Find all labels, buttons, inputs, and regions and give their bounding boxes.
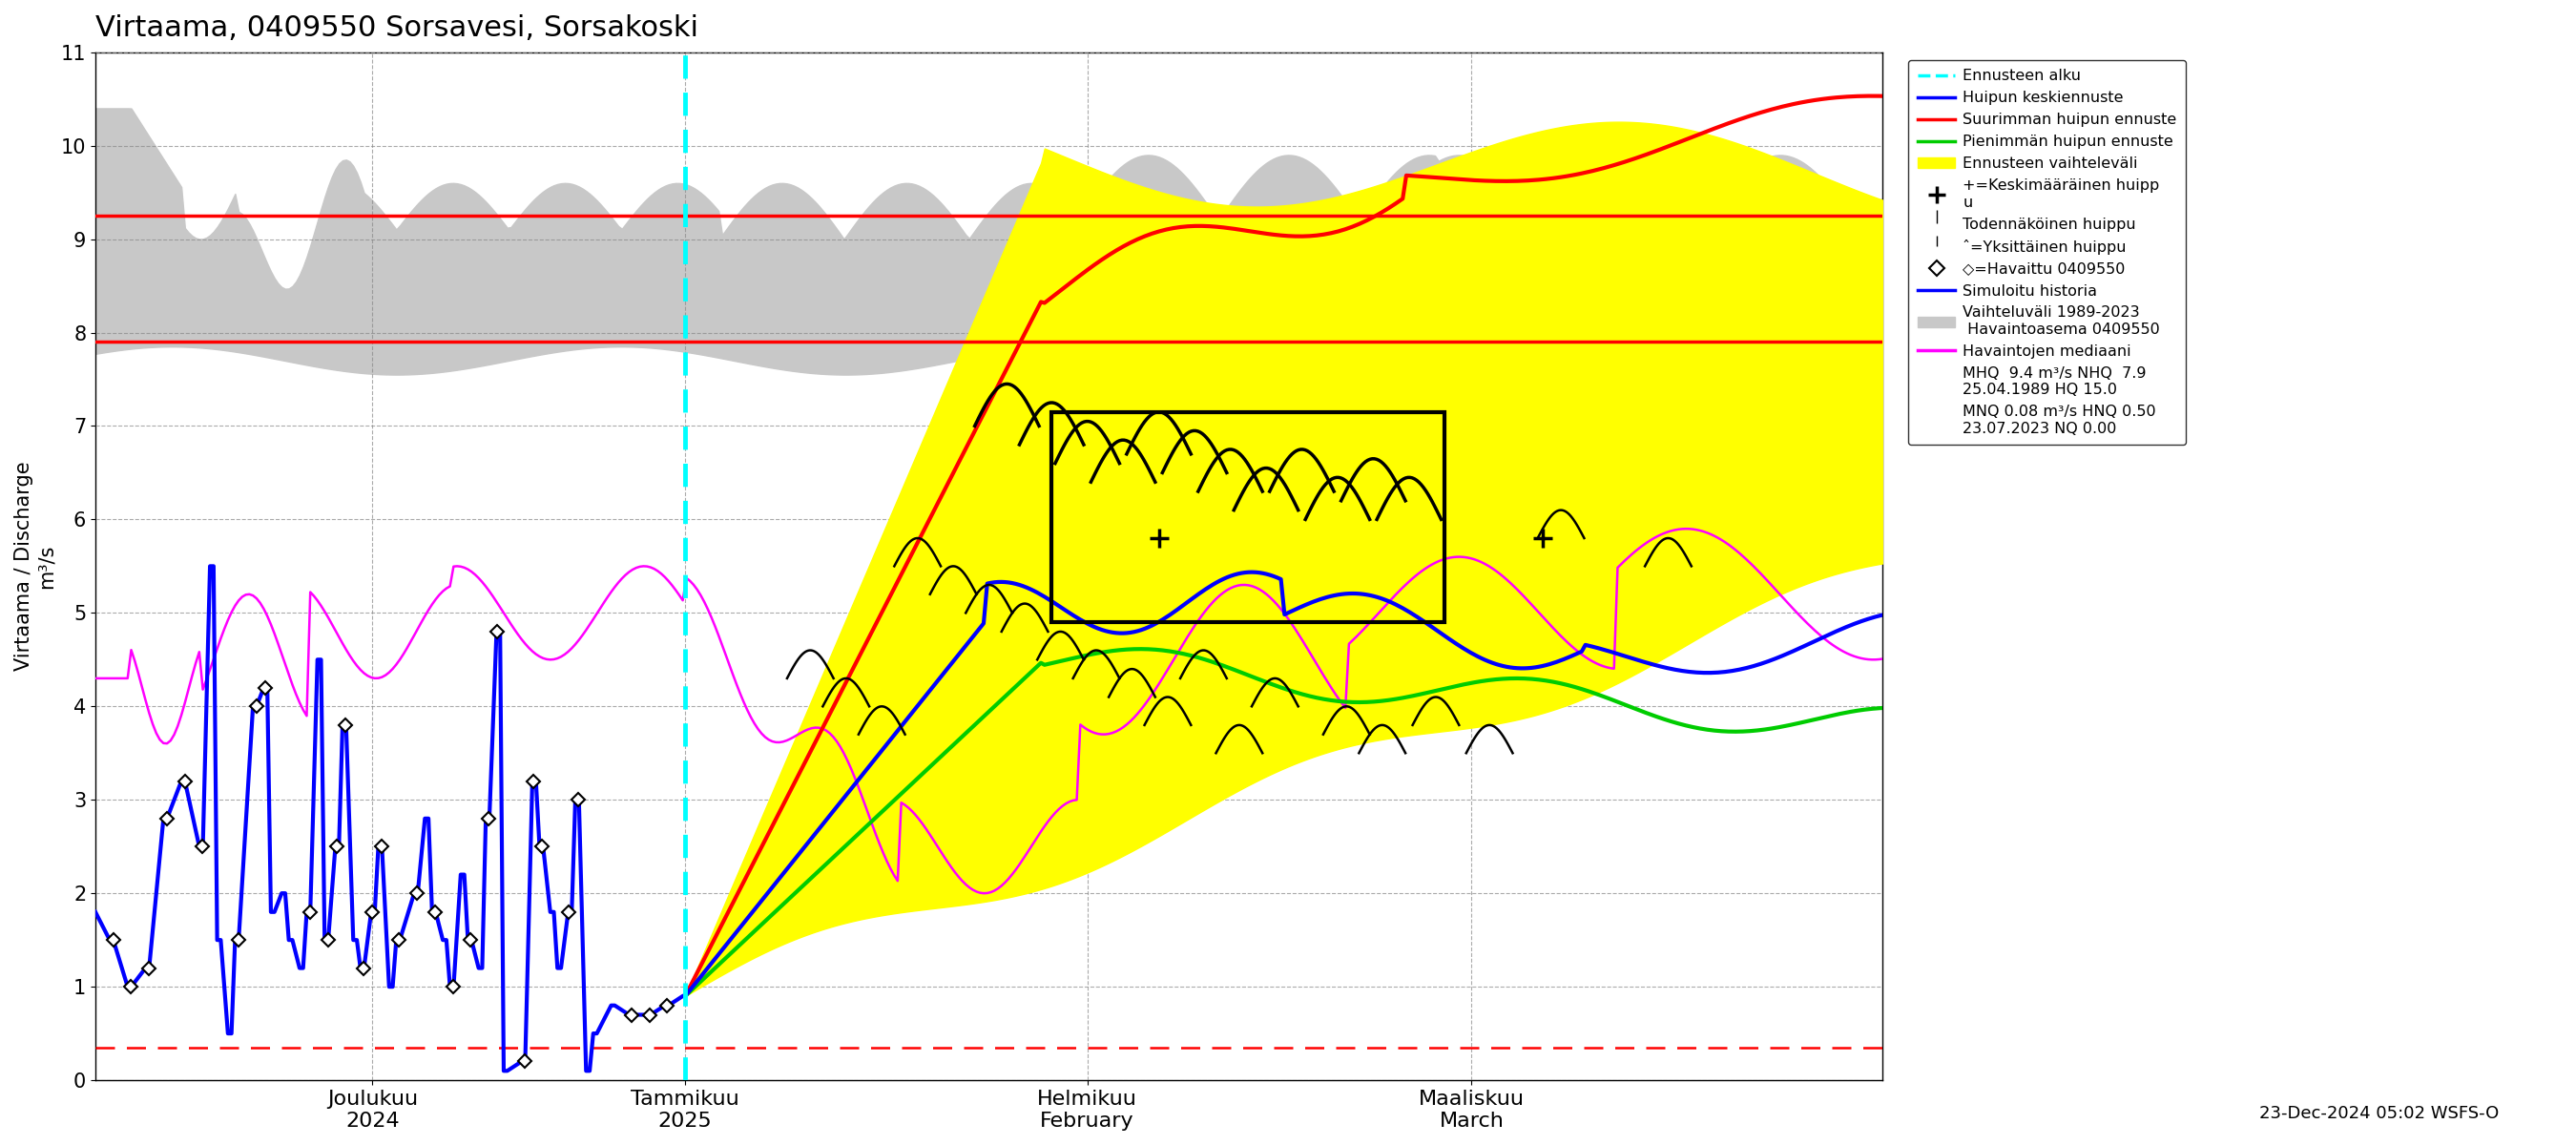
Text: 23-Dec-2024 05:02 WSFS-O: 23-Dec-2024 05:02 WSFS-O	[2259, 1105, 2499, 1122]
Y-axis label: Virtaama / Discharge
m³/s: Virtaama / Discharge m³/s	[15, 461, 57, 671]
Text: Virtaama, 0409550 Sorsavesi, Sorsakoski: Virtaama, 0409550 Sorsavesi, Sorsakoski	[95, 14, 698, 42]
Bar	[1051, 412, 1445, 622]
Legend: Ennusteen alku, Huipun keskiennuste, Suurimman huipun ennuste, Pienimmän huipun : Ennusteen alku, Huipun keskiennuste, Suu…	[1909, 60, 2187, 445]
